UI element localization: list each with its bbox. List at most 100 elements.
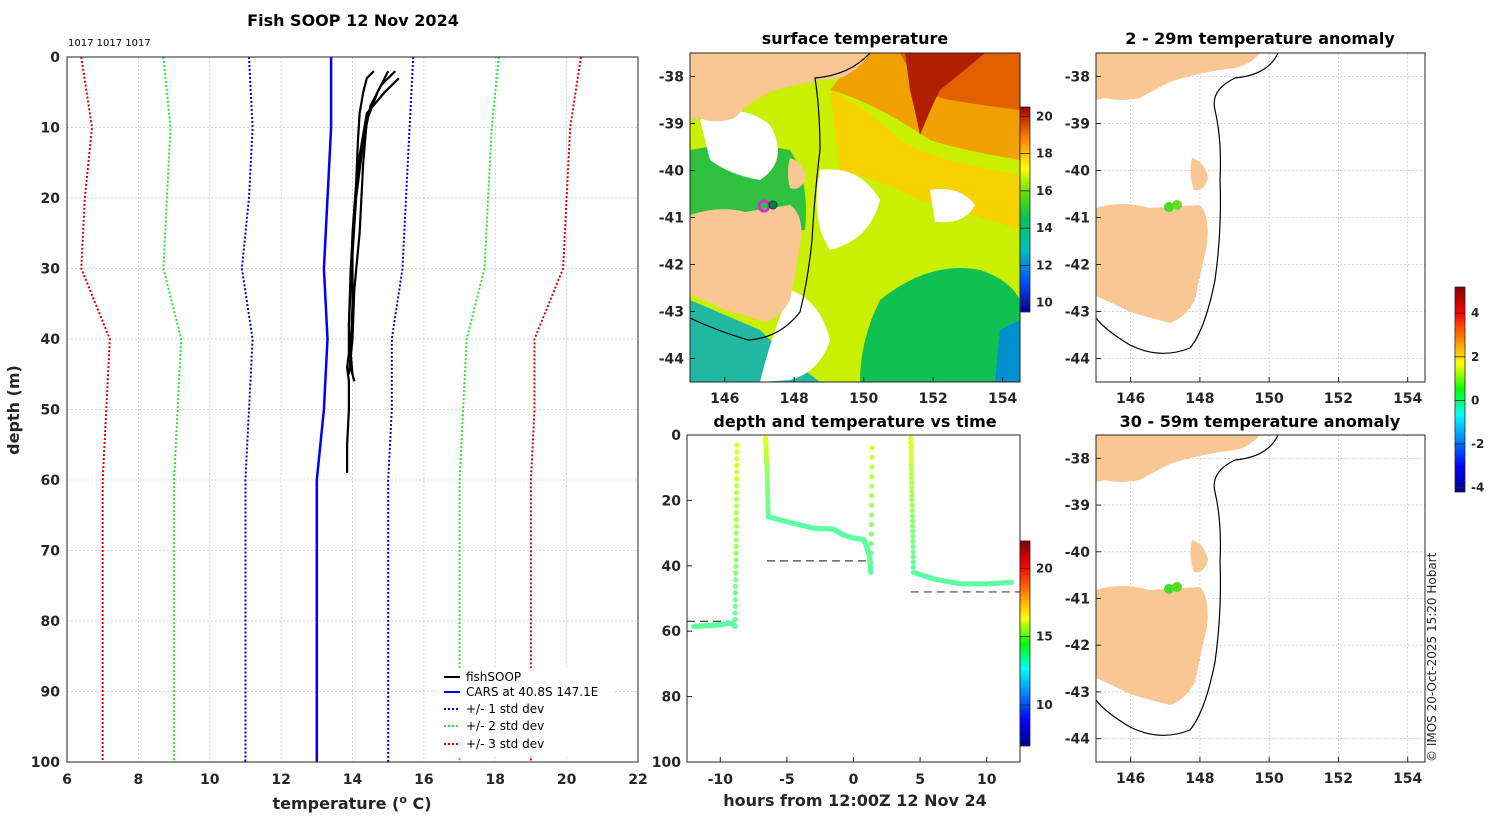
dt-point — [908, 449, 914, 455]
dt-bottom-depth-lines — [687, 560, 1020, 622]
dt-point — [909, 518, 916, 524]
dt-point — [734, 449, 740, 455]
sst-colorbar-ticks: 10 12 14 16 18 20 — [1020, 109, 1053, 310]
a1-y-ticks: -38 -39 -40 -41 -42 -43 -44 — [1065, 70, 1101, 368]
a1-anomaly-point-2 — [1172, 200, 1182, 210]
dt-point — [869, 445, 875, 451]
sst-ytick-label: -39 — [659, 117, 684, 133]
dt-point — [733, 550, 739, 556]
sst-shelf-contour — [690, 53, 871, 341]
a1-land-flinders — [1190, 158, 1208, 191]
anomaly-lower-title: 30 - 59m temperature anomaly — [1120, 412, 1401, 431]
dt-point — [909, 488, 915, 495]
std-line-lower — [162, 56, 183, 762]
profile-xtick-label: 6 — [62, 772, 72, 788]
dt-point — [734, 456, 740, 462]
a2-ytick-label: -38 — [1065, 451, 1090, 467]
a2-land-victoria — [1096, 435, 1260, 482]
a2-ytick-label: -44 — [1065, 732, 1091, 748]
dt-point — [732, 590, 739, 596]
anomaly-colorbar-group: 4 2 0 -2 -4 — [1454, 286, 1484, 495]
sst-ytick-label: -44 — [659, 352, 685, 368]
dt-point — [734, 476, 740, 482]
depth-time-panel: depth and temperature vs time -10 -5 0 5 10 … — [652, 412, 1053, 810]
anomaly-cb-ticklabel: 0 — [1471, 393, 1479, 407]
dt-point — [910, 564, 916, 570]
a2-xtick-label: 146 — [1116, 771, 1145, 787]
profile-ytick-label: 100 — [31, 755, 60, 771]
a2-ytick-label: -42 — [1065, 638, 1090, 654]
sst-xtick-label: 154 — [988, 391, 1017, 407]
std-line-upper — [387, 56, 415, 762]
anomaly-upper-map — [1096, 53, 1279, 354]
dt-point — [910, 549, 916, 555]
a2-x-ticks: 146 148 150 152 154 — [1116, 757, 1423, 787]
dt-point — [868, 521, 874, 528]
dt-point — [909, 480, 915, 486]
a1-ytick-label: -39 — [1065, 117, 1090, 133]
a1-ytick-label: -40 — [1065, 164, 1091, 180]
sst-cb-ticklabel: 10 — [1036, 296, 1053, 310]
dt-point — [868, 502, 875, 508]
profile-xtick-label: 8 — [134, 772, 144, 788]
dt-point — [732, 610, 738, 616]
dt-point — [733, 510, 740, 516]
std-line-upper — [529, 56, 582, 762]
dt-point — [868, 560, 874, 566]
legend-label-fishsoop: fishSOOP — [466, 670, 521, 684]
a2-anomaly-point-1 — [1164, 584, 1174, 594]
dt-point — [1008, 579, 1015, 585]
profile-xtick-label: 22 — [628, 772, 647, 788]
legend-box — [439, 668, 614, 756]
dt-point — [868, 531, 874, 537]
dt-cb-ticklabel: 15 — [1036, 630, 1053, 644]
anomaly-upper-title: 2 - 29m temperature anomaly — [1125, 29, 1395, 48]
dt-ytick-label: 0 — [671, 428, 681, 444]
dt-point — [910, 559, 916, 565]
anomaly-cb-ticklabel: 4 — [1471, 306, 1479, 320]
dt-ytick-label: 80 — [662, 690, 682, 706]
dt-point — [732, 623, 738, 629]
a2-ytick-label: -39 — [1065, 498, 1090, 514]
credit-text: © IMOS 20-Oct-2025 15:20 Hobart — [1425, 552, 1439, 762]
anomaly-cb-ticklabel: -4 — [1471, 481, 1484, 495]
dt-point — [732, 583, 739, 590]
dt-ytick-label: 100 — [652, 755, 681, 771]
dt-point — [734, 462, 740, 468]
sst-profile-marker — [768, 200, 778, 210]
dt-point — [733, 570, 739, 576]
a1-xtick-label: 146 — [1116, 391, 1145, 407]
sst-ytick-label: -42 — [659, 258, 684, 274]
dt-point — [734, 483, 740, 489]
profile-xtick-label: 18 — [486, 772, 505, 788]
dt-ytick-label: 20 — [662, 493, 682, 509]
profile-cars-line — [315, 57, 333, 762]
sst-ytick-label: -43 — [659, 305, 684, 321]
sst-xtick-label: 146 — [710, 391, 739, 407]
dt-point — [910, 544, 916, 550]
sst-xtick-label: 148 — [780, 391, 809, 407]
profile-std-lines — [80, 56, 582, 762]
sst-x-ticks: 146 148 150 152 154 — [710, 377, 1017, 407]
anomaly-upper-panel: 2 - 29m temperature anomaly 146 148 150 152… — [1065, 29, 1426, 407]
dt-point — [908, 453, 914, 459]
sst-cb-ticklabel: 12 — [1036, 258, 1053, 272]
dt-point — [909, 484, 915, 490]
sst-xtick-label: 150 — [849, 391, 878, 407]
profile-xtick-label: 12 — [271, 772, 290, 788]
dt-point — [733, 517, 740, 523]
dt-ytick-label: 40 — [662, 559, 682, 575]
sst-land-victoria — [690, 53, 870, 122]
dt-point — [868, 550, 874, 556]
sst-cool-region — [860, 268, 1020, 382]
profile-ytick-label: 70 — [41, 544, 61, 560]
a2-land-flinders — [1190, 540, 1208, 573]
sst-cold-patch — [995, 320, 1020, 382]
dt-point — [909, 497, 915, 503]
a2-xtick-label: 150 — [1255, 771, 1284, 787]
profile-xlabel: temperature (o C) — [272, 793, 431, 813]
a2-xtick-label: 154 — [1393, 771, 1422, 787]
dt-point — [734, 469, 740, 475]
a1-shelf-contour — [1096, 53, 1279, 354]
